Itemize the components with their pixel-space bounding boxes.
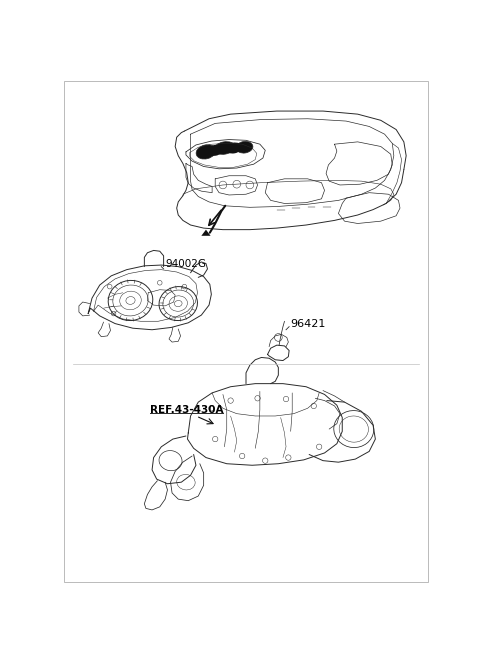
Ellipse shape — [207, 145, 223, 156]
Text: REF.43-430A: REF.43-430A — [150, 405, 223, 415]
Text: 94002G: 94002G — [165, 259, 206, 269]
Text: 96421: 96421 — [291, 319, 326, 329]
Ellipse shape — [196, 145, 216, 159]
Ellipse shape — [214, 142, 235, 154]
Polygon shape — [201, 230, 211, 236]
Ellipse shape — [225, 142, 242, 154]
Ellipse shape — [236, 142, 253, 153]
